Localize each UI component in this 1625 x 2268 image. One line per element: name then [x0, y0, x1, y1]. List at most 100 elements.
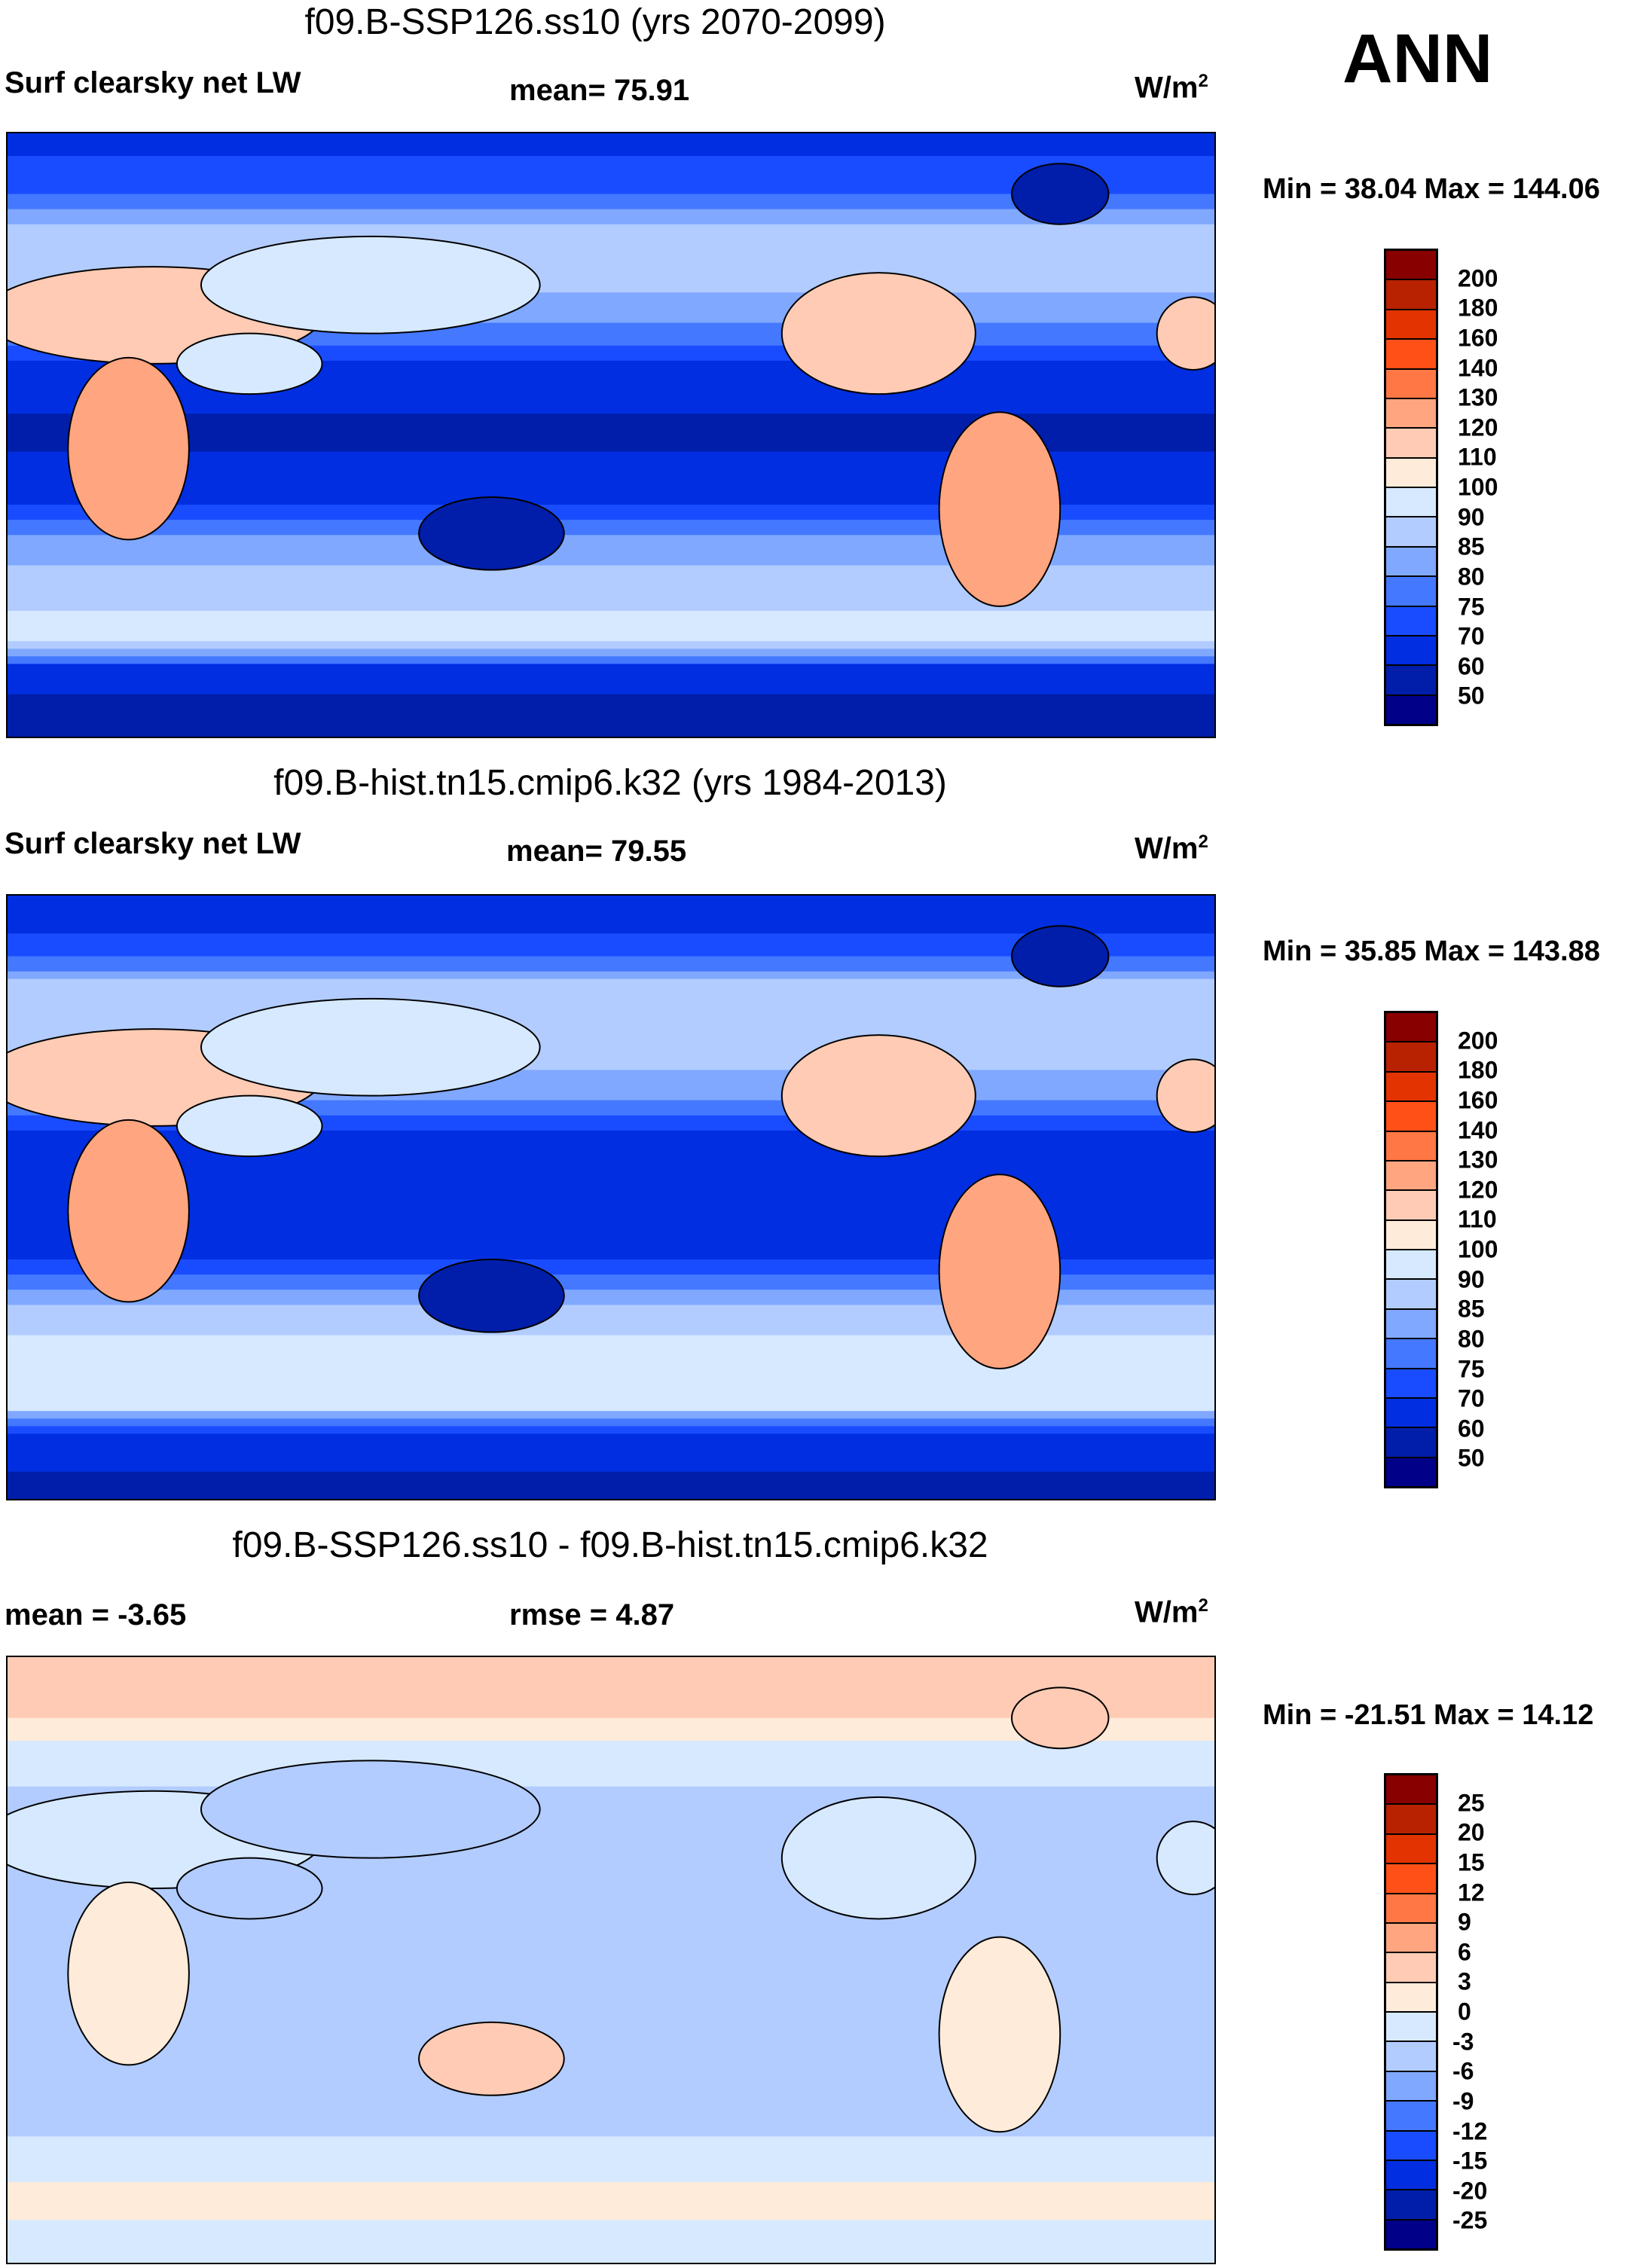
zonal-band — [8, 1251, 1214, 1260]
units-text: W/m — [1135, 1595, 1199, 1629]
colorbar-box — [1386, 310, 1436, 340]
zonal-band — [8, 1854, 1214, 1864]
colorbar-tick-label: 200 — [1458, 264, 1498, 292]
zonal-band — [8, 527, 1214, 536]
zonal-band — [8, 148, 1214, 157]
zonal-band — [8, 1900, 1214, 1909]
zonal-band — [8, 1771, 1214, 1780]
zonal-band — [8, 1396, 1214, 1405]
colorbar-tick-label: 160 — [1458, 1086, 1498, 1114]
zonal-band — [8, 481, 1214, 490]
colorbar-box — [1386, 636, 1436, 667]
zonal-band — [8, 1695, 1214, 1704]
zonal-band — [8, 542, 1214, 551]
zonal-band — [8, 1931, 1214, 1940]
colorbar-box — [1386, 1775, 1436, 1806]
zonal-band — [8, 716, 1214, 725]
units-text: W/m — [1135, 832, 1199, 865]
zonal-band — [8, 1839, 1214, 1848]
zonal-band — [8, 1085, 1214, 1094]
zonal-band — [8, 1024, 1214, 1033]
colorbar-box — [1386, 606, 1436, 636]
panel1-minmax: Min = 38.04 Max = 144.06 — [1263, 173, 1600, 205]
zonal-band — [8, 1847, 1214, 1856]
colorbar-box — [1386, 1458, 1436, 1486]
continent-region — [938, 411, 1061, 607]
zonal-band — [8, 1915, 1214, 1925]
colorbar-box — [1386, 1894, 1436, 1924]
zonal-band — [8, 686, 1214, 695]
colorbar-box — [1386, 1013, 1436, 1043]
colorbar-box — [1386, 1428, 1436, 1458]
zonal-band — [8, 918, 1214, 927]
colorbar-tick-label: 130 — [1458, 1146, 1498, 1174]
continent-region — [176, 1094, 323, 1158]
zonal-band — [8, 1961, 1214, 1970]
colorbar-tick-label: 0 — [1458, 1998, 1471, 2025]
colorbar-box — [1386, 1280, 1436, 1310]
zonal-band — [8, 2136, 1214, 2145]
zonal-band — [8, 262, 1214, 271]
colorbar-tick-label: 75 — [1458, 593, 1485, 620]
colorbar-box — [1386, 2220, 1436, 2248]
zonal-band — [8, 649, 1214, 658]
continent-region — [1010, 1687, 1110, 1750]
zonal-band — [8, 391, 1214, 400]
zonal-band — [8, 1999, 1214, 2008]
colorbar-tick-label: 80 — [1458, 1325, 1485, 1353]
zonal-band — [8, 489, 1214, 498]
zonal-band — [8, 1350, 1214, 1359]
zonal-band — [8, 1320, 1214, 1329]
colorbar-box — [1386, 1191, 1436, 1221]
zonal-band — [8, 701, 1214, 710]
zonal-band — [8, 1817, 1214, 1826]
zonal-band — [8, 1153, 1214, 1162]
zonal-band — [8, 1786, 1214, 1795]
colorbar-tick-label: 50 — [1458, 1444, 1485, 1472]
continent-region — [780, 1796, 976, 1920]
zonal-band — [8, 1305, 1214, 1314]
colorbar-box — [1386, 1102, 1436, 1132]
colorbar-box — [1386, 1161, 1436, 1192]
colorbar-tick-label: 110 — [1458, 443, 1497, 471]
zonal-band — [8, 679, 1214, 688]
colorbar-tick-label: 180 — [1458, 294, 1498, 322]
zonal-band — [8, 1418, 1214, 1427]
zonal-band — [8, 2029, 1214, 2038]
continent-region — [67, 1119, 190, 1303]
zonal-band — [8, 1176, 1214, 1185]
zonal-band — [8, 595, 1214, 604]
zonal-band — [8, 1198, 1214, 1207]
zonal-band — [8, 512, 1214, 521]
zonal-band — [8, 1327, 1214, 1336]
zonal-band — [8, 474, 1214, 483]
zonal-band — [8, 1456, 1214, 1465]
zonal-band — [8, 1763, 1214, 1772]
zonal-band — [8, 1862, 1214, 1871]
colorbar-tick-label: 70 — [1458, 1384, 1485, 1412]
continent-region — [780, 1034, 976, 1158]
zonal-band — [8, 368, 1214, 377]
panel3-mean: mean = -3.65 — [5, 1598, 187, 1632]
zonal-band — [8, 1100, 1214, 1109]
zonal-band — [8, 994, 1214, 1003]
zonal-band — [8, 1687, 1214, 1696]
zonal-band — [8, 353, 1214, 362]
zonal-band — [8, 1070, 1214, 1079]
zonal-band — [8, 565, 1214, 574]
zonal-band — [8, 911, 1214, 920]
zonal-band — [8, 1809, 1214, 1818]
zonal-band — [8, 376, 1214, 385]
colorbar-box — [1386, 695, 1436, 724]
zonal-band — [8, 626, 1214, 635]
zonal-band — [8, 2022, 1214, 2031]
zonal-band — [8, 292, 1214, 301]
panel3-title: f09.B-SSP126.ss10 - f09.B-hist.tn15.cmip… — [232, 1525, 988, 1565]
colorbar-tick-label: -12 — [1452, 2117, 1488, 2144]
zonal-band — [8, 2007, 1214, 2016]
zonal-band — [8, 971, 1214, 980]
continent-region — [1156, 1058, 1214, 1133]
zonal-band — [8, 201, 1214, 210]
colorbar-tick-label: 60 — [1458, 1415, 1485, 1442]
contour-field — [8, 133, 1214, 737]
